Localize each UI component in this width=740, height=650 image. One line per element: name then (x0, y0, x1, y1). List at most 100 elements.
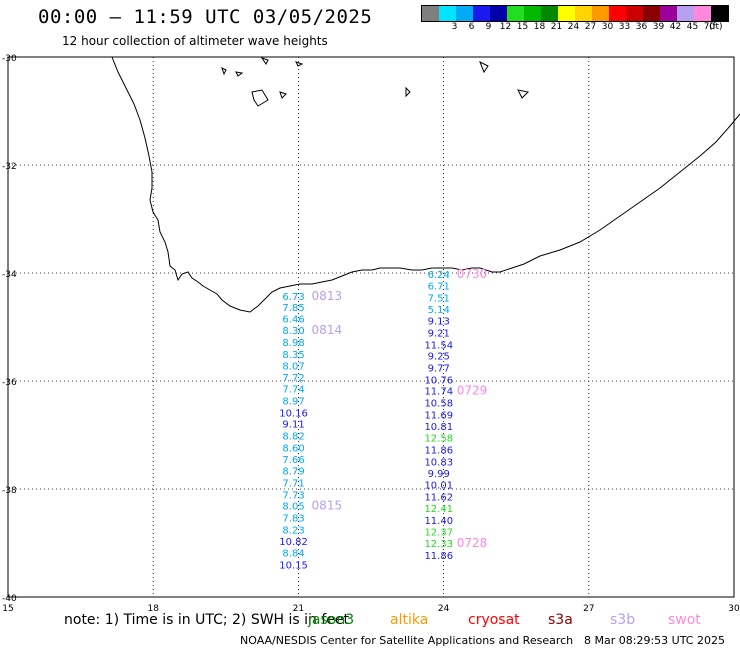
colorbar-tick-label: 15 (516, 22, 529, 32)
satellite-legend-altika: altika (390, 612, 429, 628)
swh-value-label: 10.01 (424, 481, 453, 492)
south-africa-coastline (111, 56, 740, 313)
colorbar-tick-label: 21 (550, 22, 563, 32)
swh-value-label: 11.40 (424, 516, 453, 527)
swh-value-label: 10.16 (279, 408, 308, 419)
swh-value-label: 9.21 (428, 328, 450, 339)
colorbar-swatch (490, 6, 507, 21)
swh-value-label: 8.05 (282, 502, 304, 513)
colorbar-swatch (677, 6, 694, 21)
swh-value-label: 10.82 (279, 537, 308, 548)
colorbar-tick-label: 30 (601, 22, 614, 32)
latitude-tick-label: -30 (2, 54, 17, 64)
colorbar-swatch (558, 6, 575, 21)
swh-value-label: 7.83 (282, 514, 304, 525)
latitude-tick-label: -32 (2, 162, 17, 172)
credit-line: NOAA/NESDIS Center for Satellite Applica… (240, 634, 574, 647)
colorbar-tick-label: 70 (703, 22, 716, 32)
colorbar-tick-label: 12 (499, 22, 512, 32)
swh-observations: 6.73 0813 7.856.468.30 0814 8.988.358.077.72… (279, 267, 487, 572)
swh-value-label: 8.84 (282, 549, 304, 560)
swh-value-label: 11.86 (424, 551, 453, 562)
longitude-tick-label: 21 (293, 604, 304, 614)
colorbar-swatch (575, 6, 592, 21)
longitude-tick-label: 18 (147, 604, 159, 614)
island-7 (479, 60, 489, 74)
colorbar-unit: (ft) (709, 22, 723, 32)
swh-value-label: 7.74 (282, 385, 304, 396)
latitude-tick-label: -34 (2, 270, 17, 280)
swh-value-label: 10.58 (424, 399, 453, 410)
graticule (7, 56, 735, 598)
satellite-legend-s3a: s3a (548, 612, 573, 628)
colorbar-tick-label: 39 (652, 22, 665, 32)
map-frame (7, 56, 735, 598)
swh-value-label: 6.73 (282, 292, 304, 303)
satellite-legend-swot: swot (668, 612, 701, 628)
colorbar-tick-label: 42 (669, 22, 682, 32)
latitude-labels: -30 -32 -34 -36 -38 -40 (2, 54, 17, 604)
island-6 (295, 61, 304, 67)
satellite-legend-s3b: s3b (610, 612, 636, 628)
pass-time-label: 0729 (457, 384, 488, 398)
colorbar-swatch (626, 6, 643, 21)
swh-value-label: 11.62 (424, 493, 453, 504)
island-8 (405, 86, 411, 98)
colorbar-tick-label: 24 (567, 22, 580, 32)
colorbar-tick-label: 33 (618, 22, 631, 32)
swh-value-label: 10.81 (424, 422, 453, 433)
pass-time-label: 0730 (457, 267, 488, 281)
colorbar-tick-label: 18 (533, 22, 546, 32)
swh-value-label: 6.71 (428, 281, 450, 292)
colorbar-swatch (422, 6, 439, 21)
satellite-legend-jason3: jason3 (308, 612, 355, 628)
colorbar-swatch (541, 6, 558, 21)
latitude-tick-label: -38 (2, 486, 17, 496)
colorbar-swatch (609, 6, 626, 21)
colorbar-tick-label: 9 (485, 22, 492, 32)
longitude-tick-label: 24 (438, 604, 450, 614)
longitude-tick-label: 15 (2, 604, 13, 614)
pass-time-label: 0813 (312, 289, 343, 303)
swh-value-label: 11.86 (424, 446, 453, 457)
swh-value-label: 5.14 (428, 305, 450, 316)
colorbar-swatch (643, 6, 660, 21)
colorbar-swatch (524, 6, 541, 21)
swh-value-label: 9.77 (428, 364, 450, 375)
chart-subtitle: 12 hour collection of altimeter wave hei… (62, 34, 328, 48)
swh-value-label: 12.41 (424, 504, 453, 515)
colorbar-swatch (592, 6, 609, 21)
island-3 (251, 89, 269, 107)
swh-value-label: 7.66 (282, 455, 304, 466)
longitude-tick-label: 30 (728, 604, 740, 614)
swh-value-label: 6.24 (428, 270, 450, 281)
pass-time-label: 0815 (312, 499, 343, 513)
swh-value-label: 10.83 (424, 457, 453, 468)
swh-value-label: 12.33 (424, 539, 453, 550)
swh-value-label: 9.11 (282, 420, 304, 431)
swh-value-label: 11.69 (424, 410, 453, 421)
swh-value-label: 12.58 (424, 434, 453, 445)
island-1 (221, 67, 227, 76)
swh-value-label: 10.76 (424, 375, 453, 386)
swh-value-label: 11.54 (424, 340, 453, 351)
island-2 (235, 71, 244, 77)
colorbar-tick-label: 6 (468, 22, 475, 32)
swh-value-label: 8.35 (282, 350, 304, 361)
swh-value-label: 11.74 (424, 387, 453, 398)
colorbar-tick-label: 45 (686, 22, 699, 32)
generation-timestamp: 8 Mar 08:29:53 UTC 2025 (584, 634, 725, 647)
colorbar-swatch (660, 6, 677, 21)
swh-value-label: 8.60 (282, 443, 304, 454)
colorbar-swatch (439, 6, 456, 21)
swh-value-label: 8.98 (282, 338, 304, 349)
island-4 (260, 57, 269, 65)
colorbar-swatch (507, 6, 524, 21)
colorbar-tick-label: 27 (584, 22, 597, 32)
swh-value-label: 12.37 (424, 528, 453, 539)
colorbar-swatch (456, 6, 473, 21)
longitude-labels: 15 18 21 24 27 30 (2, 604, 740, 614)
island-9 (517, 89, 530, 99)
colorbar-tick-label: 36 (635, 22, 648, 32)
